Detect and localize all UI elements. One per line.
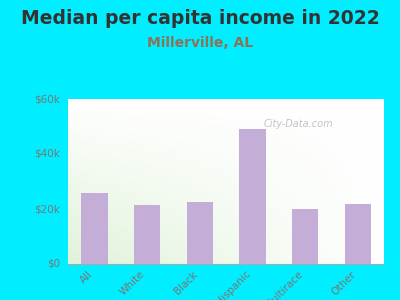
Text: $0: $0 xyxy=(47,259,60,269)
Text: $20k: $20k xyxy=(34,204,60,214)
Text: Millerville, AL: Millerville, AL xyxy=(147,36,253,50)
Bar xyxy=(186,202,213,264)
Bar xyxy=(292,209,318,264)
Bar xyxy=(81,193,108,264)
Bar xyxy=(344,203,371,264)
Text: Median per capita income in 2022: Median per capita income in 2022 xyxy=(21,9,379,28)
Text: $60k: $60k xyxy=(34,94,60,104)
Bar xyxy=(134,205,160,264)
Text: City-Data.com: City-Data.com xyxy=(264,119,334,129)
Bar xyxy=(239,129,266,264)
Text: $40k: $40k xyxy=(34,149,60,159)
